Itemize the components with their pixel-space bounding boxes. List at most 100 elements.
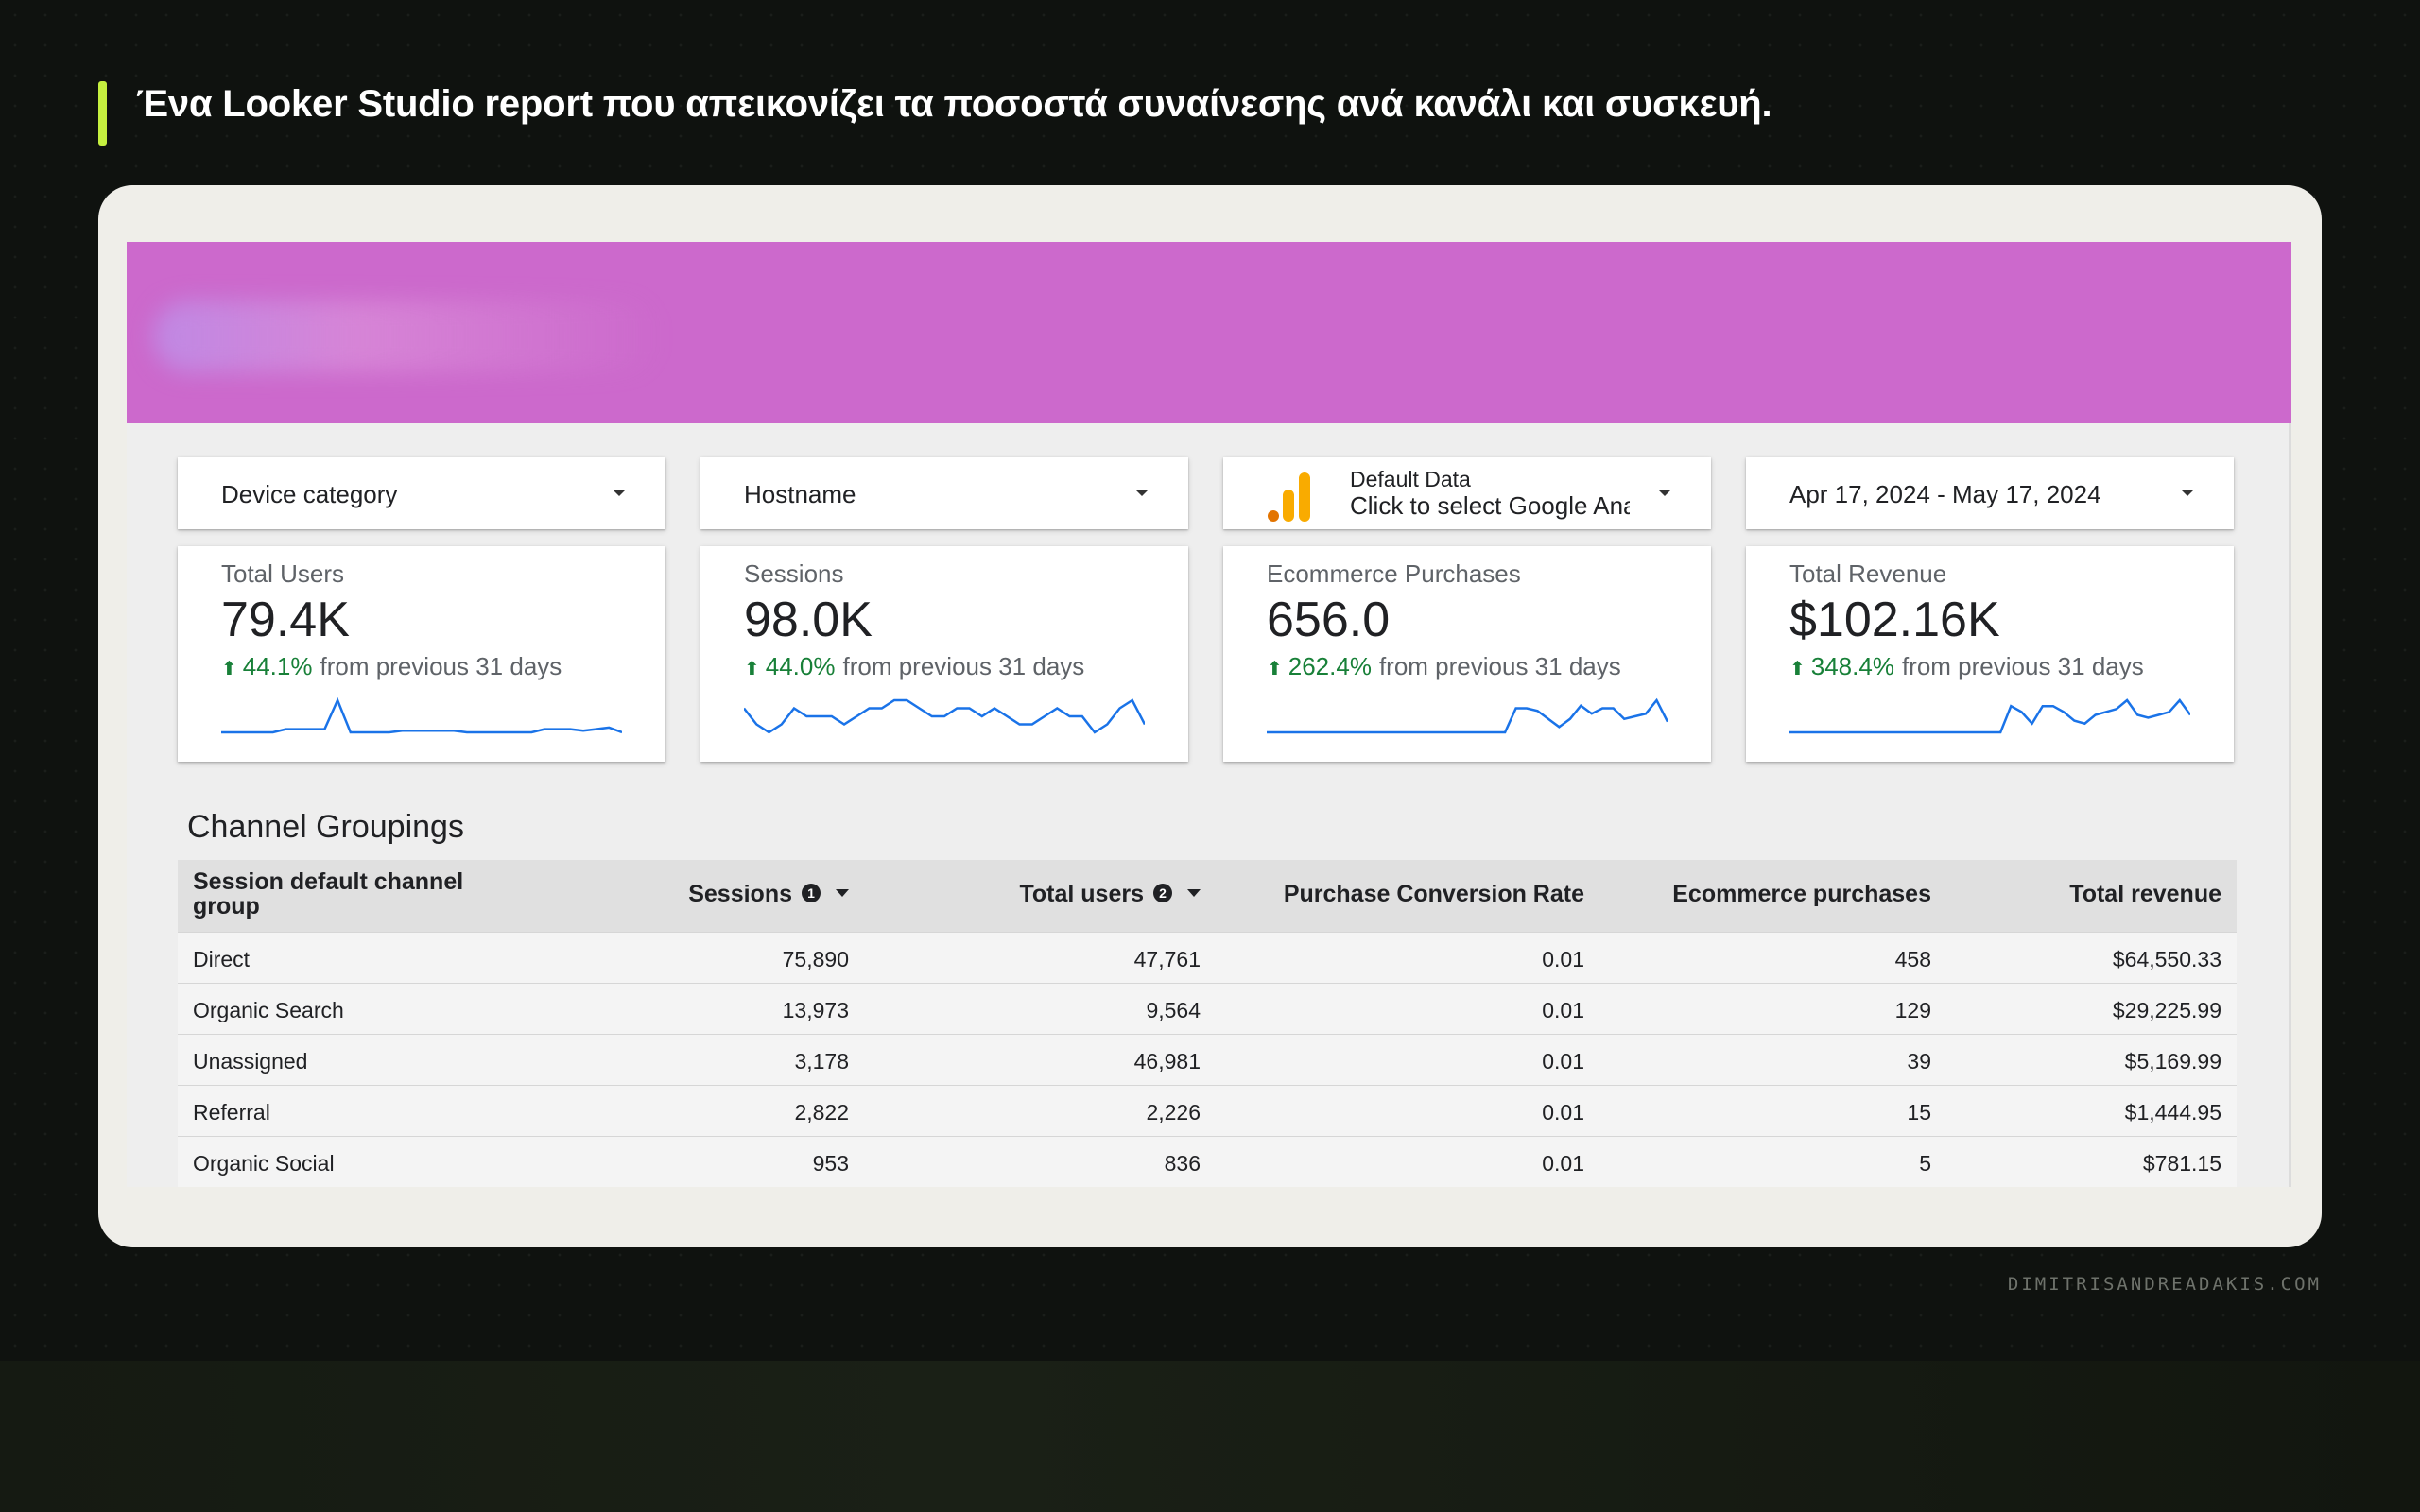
cell-ecommerce-purchases: 129 [1894, 998, 1931, 1022]
scorecard-ecommerce-purchases: Ecommerce Purchases 656.0 ⬆ 262.4% from pr… [1223, 546, 1711, 762]
chevron-down-icon [1135, 490, 1149, 496]
column-header-channel-group[interactable]: Session default channel group [193, 868, 464, 919]
scorecard-value: $102.16K [1789, 593, 2000, 647]
credit-text: DIMITRISANDREADAKIS.COM [2007, 1274, 2322, 1295]
cell-sessions: 13,973 [782, 998, 849, 1022]
cell-ecommerce-purchases: 5 [1919, 1151, 1931, 1176]
scorecard-sessions: Sessions 98.0K ⬆ 44.0% from previous 31 da… [700, 546, 1188, 762]
info-badge-icon: 1 [802, 884, 821, 903]
cell-total-revenue: $1,444.95 [2124, 1100, 2221, 1125]
cell-total-users: 9,564 [1146, 998, 1201, 1022]
cell-total-revenue: $64,550.33 [2112, 947, 2221, 971]
cell-conversion-rate: 0.01 [1542, 998, 1584, 1022]
cell-channel: Unassigned [193, 1049, 308, 1074]
data-source-label: Default Data [1350, 467, 1471, 491]
table-row[interactable]: Unassigned 3,178 46,981 0.01 39 $5,169.9… [178, 1034, 2237, 1086]
cell-sessions: 75,890 [782, 947, 849, 971]
column-header-sessions[interactable]: Sessions 1 [688, 881, 849, 908]
hostname-filter[interactable]: Hostname [700, 457, 1188, 529]
cell-total-users: 2,226 [1146, 1100, 1201, 1125]
chevron-down-icon [2181, 490, 2194, 496]
delta-percent: 44.0% [765, 652, 836, 680]
cell-channel: Organic Search [193, 998, 344, 1022]
sparkline [1267, 697, 1668, 734]
cell-total-revenue: $781.15 [2142, 1151, 2221, 1176]
cell-channel: Direct [193, 947, 251, 971]
cell-channel: Referral [193, 1100, 270, 1125]
data-source-selector[interactable]: Default Data Click to select Google Anal… [1223, 457, 1711, 529]
cell-ecommerce-purchases: 39 [1907, 1049, 1931, 1074]
table-header: Session default channel group Sessions 1 … [178, 860, 2237, 932]
scorecard-value: 98.0K [744, 593, 873, 647]
column-header-conversion-rate[interactable]: Purchase Conversion Rate [1283, 881, 1584, 907]
column-header-total-users[interactable]: Total users 2 [1019, 881, 1201, 908]
delta-comparison: from previous 31 days [320, 652, 562, 680]
cell-ecommerce-purchases: 15 [1907, 1100, 1931, 1125]
delta-percent: 348.4% [1810, 652, 1894, 680]
chevron-down-icon [1658, 490, 1671, 496]
delta-percent: 44.1% [242, 652, 313, 680]
sparkline [221, 697, 622, 734]
cell-ecommerce-purchases: 458 [1894, 947, 1931, 971]
scorecard-delta: ⬆ 348.4% from previous 31 days [1789, 652, 2144, 681]
scorecard-delta: ⬆ 44.0% from previous 31 days [744, 652, 1084, 681]
cell-conversion-rate: 0.01 [1542, 947, 1584, 971]
delta-comparison: from previous 31 days [1901, 652, 2144, 680]
looker-studio-report: Device category Hostname Default Data Cl… [127, 242, 2291, 1187]
cell-total-users: 836 [1164, 1151, 1201, 1176]
device-category-filter[interactable]: Device category [178, 457, 666, 529]
table-row[interactable]: Referral 2,822 2,226 0.01 15 $1,444.95 [178, 1085, 2237, 1137]
device-category-label: Device category [221, 480, 398, 508]
date-range-picker[interactable]: Apr 17, 2024 - May 17, 2024 [1746, 457, 2234, 529]
info-badge-icon: 2 [1153, 884, 1172, 903]
arrow-up-icon: ⬆ [1267, 659, 1283, 679]
sparkline [1789, 698, 2190, 734]
google-analytics-icon [1268, 472, 1310, 522]
scorecard-delta: ⬆ 44.1% from previous 31 days [221, 652, 562, 681]
date-range-label: Apr 17, 2024 - May 17, 2024 [1789, 480, 2101, 508]
cell-sessions: 953 [812, 1151, 849, 1176]
scorecard-value: 656.0 [1267, 593, 1391, 647]
section-title: Channel Groupings [187, 809, 464, 845]
hostname-label: Hostname [744, 480, 856, 508]
report-banner [127, 242, 2291, 423]
delta-percent: 262.4% [1288, 652, 1372, 680]
delta-comparison: from previous 31 days [842, 652, 1085, 680]
cell-conversion-rate: 0.01 [1542, 1049, 1584, 1074]
scorecard-title: Sessions [744, 559, 844, 588]
data-source-value: Click to select Google Analytics [1350, 491, 1630, 520]
blurred-logo [153, 301, 664, 372]
scorecard-title: Ecommerce Purchases [1267, 559, 1521, 588]
column-header-label: Total users [1019, 881, 1144, 907]
arrow-up-icon: ⬆ [1789, 659, 1806, 679]
table-row[interactable]: Organic Social 953 836 0.01 5 $781.15 [178, 1136, 2237, 1187]
scorecard-title: Total Revenue [1789, 559, 1947, 588]
arrow-up-icon: ⬆ [744, 659, 760, 679]
cell-channel: Organic Social [193, 1151, 335, 1176]
scorecard-value: 79.4K [221, 593, 350, 647]
scorecard-total-users: Total Users 79.4K ⬆ 44.1% from previous 31… [178, 546, 666, 762]
cell-sessions: 3,178 [794, 1049, 849, 1074]
scorecard-delta: ⬆ 262.4% from previous 31 days [1267, 652, 1621, 681]
report-edge [2289, 423, 2291, 1187]
accent-bar [98, 81, 107, 146]
cell-total-revenue: $29,225.99 [2112, 998, 2221, 1022]
column-header-total-revenue[interactable]: Total revenue [2069, 881, 2221, 907]
arrow-up-icon: ⬆ [221, 659, 237, 679]
scorecard-total-revenue: Total Revenue $102.16K ⬆ 348.4% from previ… [1746, 546, 2234, 762]
background-band [0, 1361, 2420, 1512]
sort-descending-icon[interactable] [1187, 889, 1201, 898]
sort-descending-icon[interactable] [836, 889, 849, 898]
cell-total-users: 46,981 [1133, 1049, 1201, 1074]
scorecard-title: Total Users [221, 559, 345, 588]
cell-total-users: 47,761 [1133, 947, 1201, 971]
cell-conversion-rate: 0.01 [1542, 1100, 1584, 1125]
delta-comparison: from previous 31 days [1378, 652, 1621, 680]
column-header-ecommerce-purchases[interactable]: Ecommerce purchases [1672, 881, 1931, 907]
table-row[interactable]: Organic Search 13,973 9,564 0.01 129 $29… [178, 983, 2237, 1035]
channel-groupings-table: Session default channel group Sessions 1 … [178, 860, 2237, 1187]
column-header-label: Sessions [688, 881, 792, 907]
chevron-down-icon [613, 490, 626, 496]
cell-sessions: 2,822 [794, 1100, 849, 1125]
table-row[interactable]: Direct 75,890 47,761 0.01 458 $64,550.33 [178, 932, 2237, 984]
